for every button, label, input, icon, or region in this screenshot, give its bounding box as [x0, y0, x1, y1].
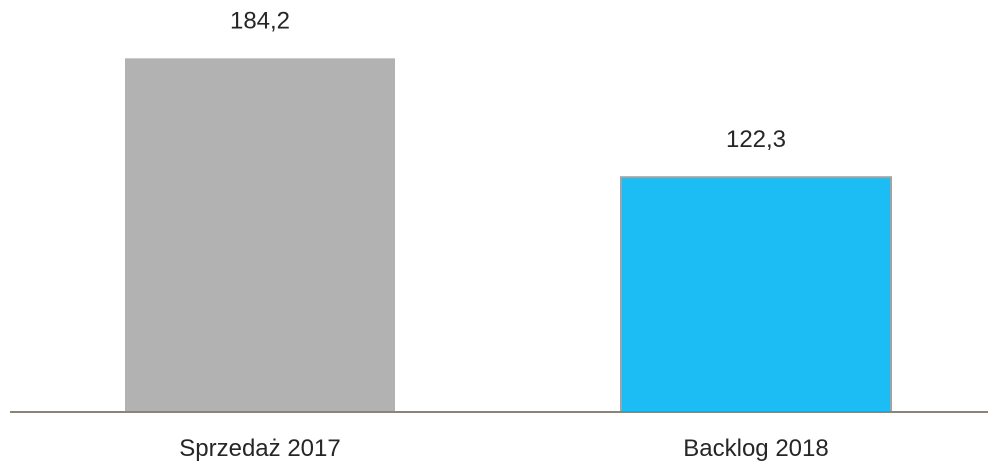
- category-label-2: Backlog 2018: [683, 435, 828, 462]
- bars-group: [125, 58, 892, 413]
- bar-2: [620, 176, 892, 413]
- category-labels-group: Sprzedaż 2017 Backlog 2018: [179, 435, 828, 462]
- data-label-2: 122,3: [726, 126, 786, 153]
- value-labels-group: 184,2 122,3: [230, 7, 786, 153]
- bar-1: [125, 58, 395, 412]
- category-label-1: Sprzedaż 2017: [179, 435, 340, 462]
- data-label-1: 184,2: [230, 7, 290, 34]
